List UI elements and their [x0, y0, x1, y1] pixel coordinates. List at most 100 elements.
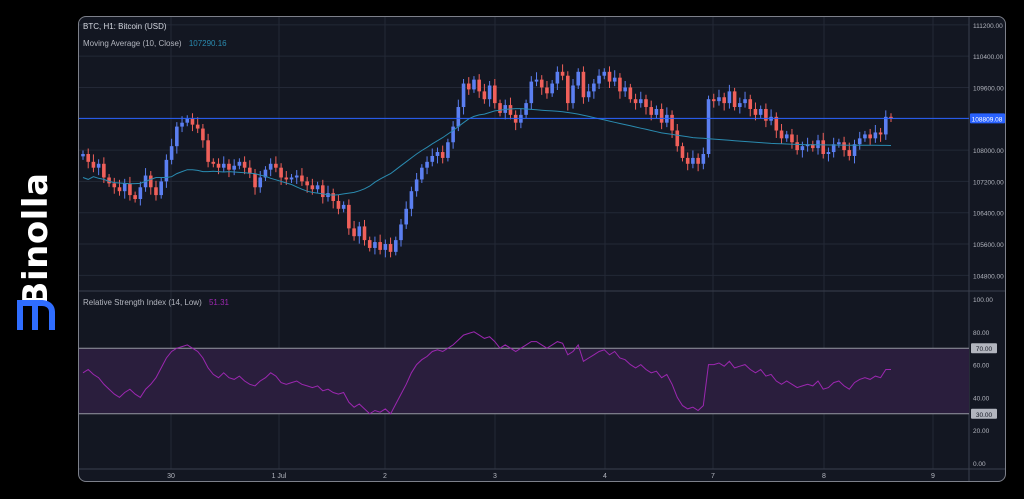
candle-body: [248, 167, 252, 174]
price-tick-label: 105600.00: [973, 242, 1004, 249]
candle-body: [883, 116, 888, 135]
rsi-tick-label: 0.00: [973, 461, 986, 468]
candle-body: [227, 163, 231, 170]
candle-body: [357, 226, 362, 237]
candle-body: [508, 105, 513, 115]
last-price-label: 108809.08: [972, 116, 1003, 123]
time-tick-label: 1 Jul: [272, 473, 287, 480]
candle-body: [847, 150, 852, 156]
candle-body: [529, 81, 534, 104]
candle-body: [493, 85, 497, 104]
candle-body: [185, 118, 190, 123]
candle-body: [435, 152, 440, 156]
candle-body: [612, 77, 617, 82]
candle-body: [440, 152, 445, 158]
candle-body: [868, 134, 872, 139]
candle-body: [310, 185, 315, 190]
candle-body: [253, 173, 257, 188]
rsi-tick-label: 80.00: [973, 330, 990, 337]
rsi-legend[interactable]: Relative Strength Index (14, Low) 51.31: [83, 298, 229, 307]
rsi-tick-label: 60.00: [973, 363, 990, 370]
candle-body: [378, 242, 382, 250]
candle-body: [680, 146, 685, 158]
candle-body: [566, 75, 570, 104]
time-tick-label: 3: [493, 473, 497, 480]
chart-canvas[interactable]: 30 1 Jul 2 3 4 7 8 9 111200.00 110400.00 109600.00…: [79, 17, 1005, 481]
candle-body: [863, 134, 867, 139]
binolla-logo-icon: [17, 300, 55, 330]
time-tick-label: 8: [822, 473, 826, 480]
rsi-tick-label: 40.00: [973, 395, 990, 402]
candle-body: [232, 165, 236, 170]
candle-body: [592, 83, 596, 92]
candle-body: [96, 163, 101, 168]
candle-body: [852, 144, 857, 156]
price-tick-label: 107200.00: [973, 179, 1004, 186]
candle-body: [122, 183, 127, 192]
candle-body: [576, 71, 581, 86]
candle-body: [753, 108, 758, 115]
candle-body: [779, 130, 784, 139]
candle-body: [487, 85, 492, 100]
candle-body: [618, 77, 622, 92]
candle-body: [560, 71, 565, 76]
ma-legend-label: Moving Average (10, Close): [83, 39, 182, 48]
candle-body: [117, 187, 122, 192]
candle-body: [211, 161, 216, 164]
candle-body: [258, 177, 263, 188]
candle-body: [732, 91, 737, 108]
candle-body: [800, 146, 805, 151]
candle-body: [644, 99, 648, 108]
candle-body: [289, 177, 294, 180]
candle-body: [837, 142, 841, 145]
candle-body: [102, 163, 106, 178]
candle-body: [216, 163, 221, 168]
candle-body: [623, 87, 627, 92]
chart-window[interactable]: 30 1 Jul 2 3 4 7 8 9 111200.00 110400.00 109600.00…: [78, 16, 1006, 482]
rsi-upper-label-bg: [971, 343, 997, 354]
candle-body: [420, 167, 424, 180]
ma-legend[interactable]: Moving Average (10, Close) 107290.16: [83, 39, 227, 48]
candle-body: [336, 200, 341, 209]
candle-body: [638, 99, 643, 104]
last-price-badge: [970, 113, 1005, 124]
candle-body: [373, 242, 377, 248]
candle-body: [148, 175, 153, 188]
candle-body: [795, 142, 799, 151]
candle-body: [482, 91, 487, 100]
candle-body: [685, 157, 690, 164]
rsi-lower-label-bg: [971, 408, 997, 419]
candle-body: [263, 169, 268, 178]
candle-body: [831, 144, 836, 153]
candle-body: [790, 134, 794, 143]
candle-body: [425, 161, 429, 168]
candle-body: [107, 177, 111, 184]
candle-body: [706, 99, 711, 154]
candle-body: [821, 140, 826, 154]
candle-body: [341, 204, 346, 209]
candle-body: [175, 126, 179, 147]
candle-body: [727, 91, 732, 104]
time-tick-label: 4: [603, 473, 607, 480]
rsi-band: [79, 348, 969, 414]
candle-body: [811, 144, 815, 149]
candle-body: [711, 99, 716, 102]
candle-body: [774, 116, 779, 131]
ma-line: [82, 108, 892, 196]
candle-body: [889, 116, 893, 119]
candle-body: [315, 185, 320, 190]
candle-body: [816, 140, 820, 149]
time-tick-label: 7: [711, 473, 715, 480]
price-tick-label: 109600.00: [973, 85, 1004, 92]
candle-body: [388, 244, 393, 252]
candle-body: [659, 108, 664, 123]
candle-body: [81, 154, 85, 157]
candle-body: [352, 228, 356, 237]
price-tick-label: 111200.00: [973, 23, 1003, 30]
candle-body: [195, 124, 200, 129]
candle-body: [722, 97, 726, 104]
candle-body: [112, 183, 117, 188]
candle-body: [320, 185, 325, 198]
candle-body: [701, 154, 706, 164]
time-tick-label: 30: [167, 473, 175, 480]
